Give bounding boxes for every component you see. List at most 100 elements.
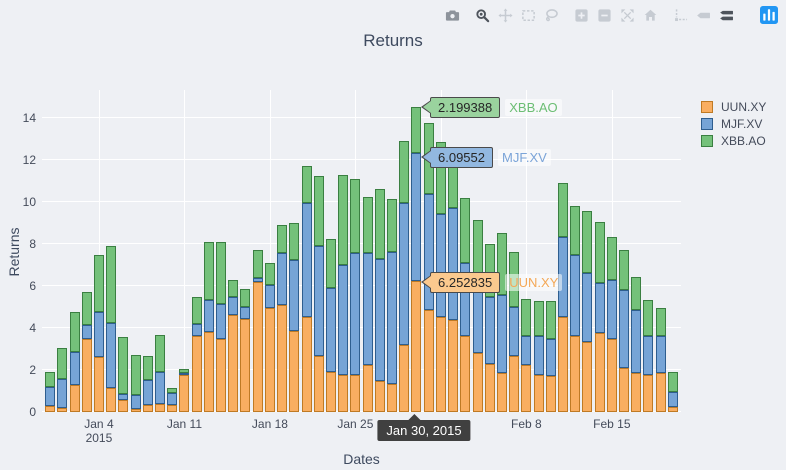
bar-segment-uun-xy [69,384,80,412]
stacked-bar[interactable] [570,206,581,412]
y-gridline [42,159,681,160]
stacked-bar[interactable] [203,241,214,412]
pan-icon [498,7,513,23]
stacked-bar[interactable] [81,292,92,412]
stacked-bar[interactable] [387,198,398,412]
stacked-bar[interactable] [643,299,654,412]
stacked-bar[interactable] [179,368,190,412]
x-tick-label: Feb 8 [511,417,542,431]
modebar-button-pan[interactable] [494,5,517,25]
modebar-button-hover-compare[interactable] [715,5,738,25]
bar-segment-mjf-xv [106,322,117,388]
bar-segment-xbb-ao [118,337,129,395]
modebar-button-zoom[interactable] [471,5,494,25]
stacked-bar[interactable] [496,233,507,412]
modebar-button-hover-closest[interactable] [692,5,715,25]
stacked-bar[interactable] [155,335,165,412]
modebar-button-box-select[interactable] [517,5,540,25]
stacked-bar[interactable] [631,276,642,412]
modebar-button-lasso[interactable] [540,5,563,25]
stacked-bar[interactable] [399,141,410,412]
bar-segment-uun-xy [325,372,336,412]
bar-segment-mjf-xv [179,373,190,376]
stacked-bar[interactable] [301,166,312,412]
modebar-button-zoom-in[interactable] [570,5,593,25]
stacked-bar[interactable] [582,211,593,412]
stacked-bar[interactable] [167,387,178,412]
bar-segment-mjf-xv [582,273,593,342]
bar-segment-xbb-ao [240,289,251,307]
bar-segment-uun-xy [472,353,483,412]
stacked-bar[interactable] [325,238,336,412]
stacked-bar[interactable] [69,312,80,412]
stacked-bar[interactable] [338,174,349,412]
bar-segment-uun-xy [570,336,581,412]
stacked-bar[interactable] [460,197,471,412]
stacked-bar[interactable] [521,298,532,412]
stacked-bar[interactable] [240,289,251,412]
stacked-bar[interactable] [435,142,446,412]
stacked-bar[interactable] [619,250,630,412]
modebar-button-toggle-spikelines[interactable] [669,5,692,25]
legend-item-mjf-xv[interactable]: MJF.XV [701,115,766,132]
legend-item-uun-xy[interactable]: UUN.XY [701,98,766,115]
modebar-button-autoscale[interactable] [616,5,639,25]
modebar-button-plotly-logo[interactable] [757,5,780,25]
zoom-out-icon [597,8,612,23]
y-gridline [42,327,681,328]
modebar-button-reset-axes[interactable] [639,5,662,25]
stacked-bar[interactable] [374,189,385,412]
stacked-bar[interactable] [667,372,678,412]
stacked-bar[interactable] [655,307,666,412]
stacked-bar[interactable] [362,196,373,412]
stacked-bar[interactable] [289,222,300,412]
stacked-bar[interactable] [484,244,495,412]
bar-segment-xbb-ao [45,372,56,387]
stacked-bar[interactable] [228,279,239,412]
x-tick-label: Jan 11 [166,417,202,431]
bar-segment-mjf-xv [399,203,410,345]
stacked-bar[interactable] [606,236,617,412]
stacked-bar[interactable] [252,250,263,412]
stacked-bar[interactable] [118,337,129,412]
chart-title: Returns [363,31,423,50]
stacked-bar[interactable] [57,347,68,412]
stacked-bar[interactable] [557,183,568,412]
stacked-bar[interactable] [45,372,56,412]
stacked-bar[interactable] [106,246,117,412]
stacked-bar[interactable] [264,262,275,412]
bar-segment-xbb-ao [545,300,556,339]
legend-label-mjf-xv: MJF.XV [721,116,763,131]
modebar-button-zoom-out[interactable] [593,5,616,25]
stacked-bar[interactable] [594,221,605,412]
y-axis-title: Returns [6,227,22,277]
legend-label-xbb-ao: XBB.AO [721,133,766,148]
legend-item-xbb-ao[interactable]: XBB.AO [701,132,766,149]
stacked-bar[interactable] [472,219,483,412]
stacked-bar[interactable] [350,178,361,412]
stacked-bar[interactable] [313,175,324,412]
bar-segment-uun-xy [399,344,410,412]
bar-segment-mjf-xv [667,392,678,407]
bar-segment-xbb-ao [557,183,568,237]
stacked-bar[interactable] [533,300,544,412]
stacked-bar[interactable] [545,300,556,412]
stacked-bar[interactable] [130,355,141,412]
bar-segment-mjf-xv [655,336,666,374]
bar-segment-mjf-xv [118,394,129,401]
bar-segment-uun-xy [545,376,556,412]
bar-segment-mjf-xv [130,395,141,409]
bar-segment-mjf-xv [228,296,239,316]
bar-segment-mjf-xv [69,352,80,385]
stacked-bar[interactable] [191,296,202,412]
bar-segment-xbb-ao [435,142,446,214]
stacked-bar[interactable] [277,225,288,412]
bar-segment-mjf-xv [264,284,275,308]
y-tick-label: 0 [29,405,36,419]
bar-segment-xbb-ao [203,241,214,300]
modebar-button-camera[interactable] [441,5,464,25]
stacked-bar[interactable] [93,254,104,412]
stacked-bar[interactable] [411,106,422,412]
stacked-bar[interactable] [142,356,153,412]
stacked-bar[interactable] [216,241,227,412]
